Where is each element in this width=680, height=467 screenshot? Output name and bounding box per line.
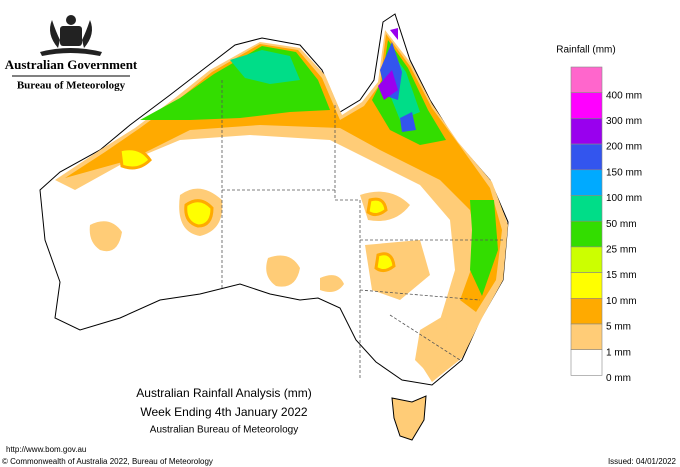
footer-url: http://www.bom.gov.au: [6, 445, 86, 454]
legend: Rainfall (mm) 400 mm 300 mm 200 mm 150 mm 10…: [556, 45, 642, 384]
legend-swatch: [570, 92, 603, 119]
legend-swatch: [570, 195, 603, 222]
legend-label: 15 mm: [606, 270, 637, 281]
legend-swatch: [570, 323, 603, 351]
legend-label: 100 mm: [606, 193, 642, 204]
legend-label: 150 mm: [606, 167, 642, 178]
legend-label: 25 mm: [606, 245, 637, 256]
legend-label: 50 mm: [606, 219, 637, 230]
footer-issued: Issued: 04/01/2022: [608, 457, 677, 466]
rain-band-purple: [378, 28, 398, 100]
legend-label: 200 mm: [606, 142, 642, 153]
legend-label: 0 mm: [606, 373, 631, 384]
agency-name: Bureau of Meteorology: [17, 80, 126, 92]
rain-band-teal: [230, 50, 420, 120]
legend-label: 1 mm: [606, 347, 631, 358]
legend-swatch: [570, 143, 603, 171]
coat-of-arms: [40, 15, 102, 56]
legend-title: Rainfall (mm): [556, 45, 615, 56]
government-name: Australian Government: [5, 57, 138, 72]
legend-swatch: [570, 169, 603, 196]
legend-label: 10 mm: [606, 296, 637, 307]
legend-label: 300 mm: [606, 116, 642, 127]
state-border: [221, 80, 505, 380]
legend-label: 400 mm: [606, 90, 642, 101]
tasmania: [391, 395, 427, 441]
legend-swatch: [570, 297, 603, 325]
map: [39, 13, 509, 441]
legend-swatch: [570, 349, 603, 376]
caption-source: Australian Bureau of Meteorology: [150, 425, 298, 436]
legend-swatch: [570, 220, 603, 248]
rain-blob-yellow: [118, 147, 396, 273]
rain-blob: [89, 188, 450, 375]
legend-swatch: [570, 118, 603, 145]
legend-swatch: [570, 66, 603, 94]
caption-title: Australian Rainfall Analysis (mm): [136, 386, 311, 400]
footer-copyright: © Commonwealth of Australia 2022, Bureau…: [2, 457, 213, 466]
rain-band-blue: [380, 42, 416, 132]
legend-swatch: [570, 246, 603, 273]
caption-period: Week Ending 4th January 2022: [140, 405, 308, 419]
legend-label: 5 mm: [606, 322, 631, 333]
legend-swatch: [570, 272, 603, 299]
